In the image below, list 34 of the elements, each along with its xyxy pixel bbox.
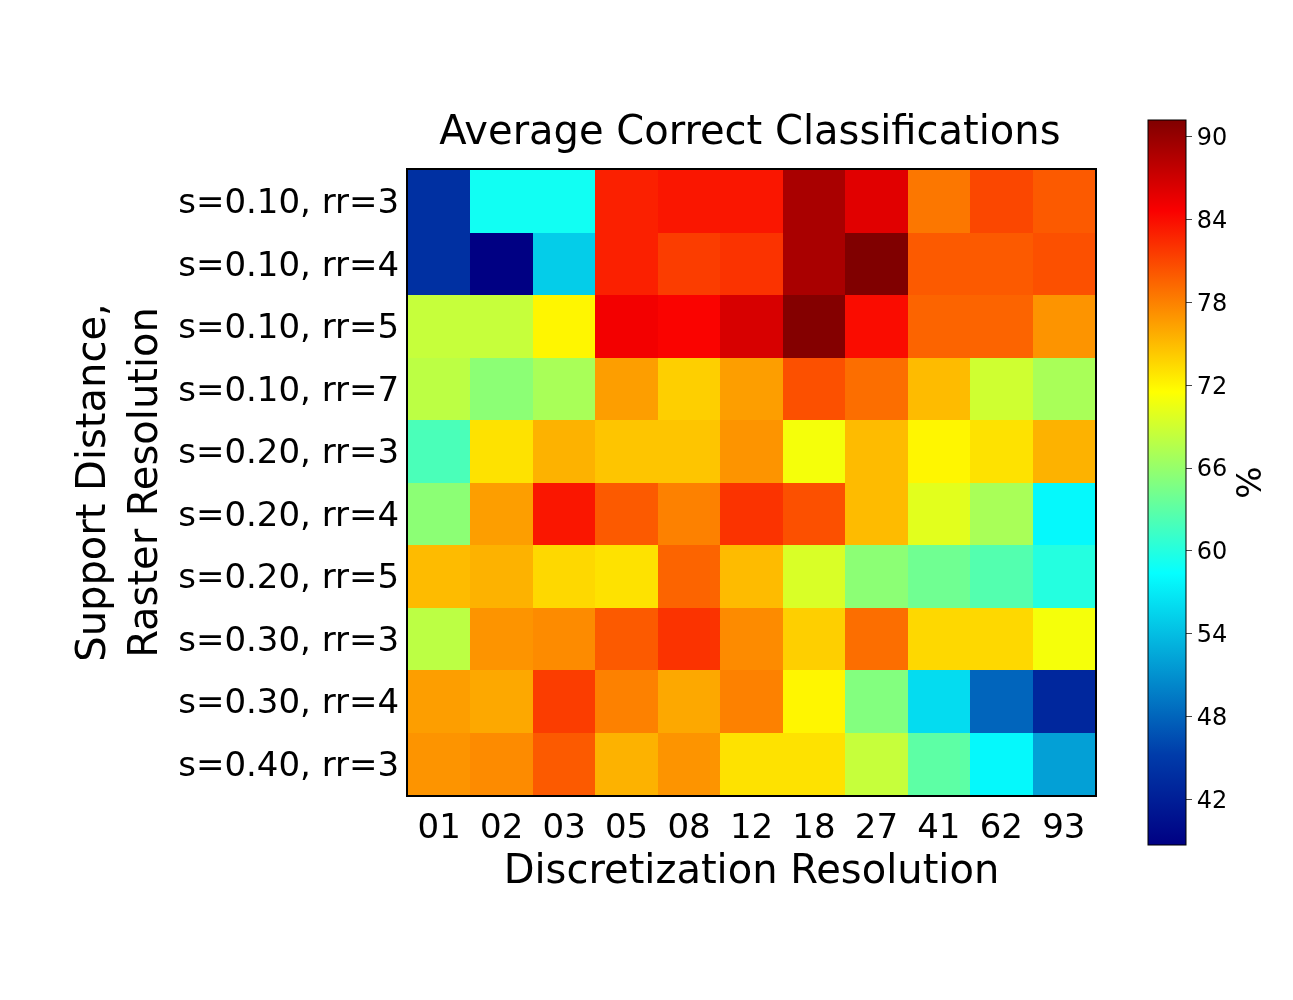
y-tick-label: s=0.40, rr=3 [178,743,400,784]
y-tick-label: s=0.10, rr=4 [178,243,400,284]
y-tick-label: s=0.20, rr=5 [178,556,400,597]
y-tick-label: s=0.20, rr=3 [178,431,400,472]
x-tick-label: 12 [729,805,774,846]
y-tick-label: s=0.10, rr=5 [178,306,400,347]
x-tick-label: 93 [1042,805,1086,846]
y-tick-label: s=0.20, rr=4 [178,493,400,534]
color-bar-title: % [1229,466,1270,499]
y-tick-label: s=0.30, rr=3 [178,618,400,659]
color-bar-label: 84 [1196,205,1228,234]
color-bar-label: 66 [1196,454,1228,483]
x-tick-label: 18 [792,805,836,846]
y-axis-title: Support Distance, Raster Resolution [68,303,167,662]
color-bar-label: 42 [1196,785,1228,814]
x-tick-label: 01 [417,805,461,846]
x-tick-label: 27 [854,805,899,846]
x-axis-title: Discretization Resolution [503,845,1000,892]
y-tick-label: s=0.30, rr=4 [178,681,400,722]
chart-title: Average Correct Classifications [439,107,1061,153]
x-tick-label: 02 [480,805,524,846]
color-bar-label: 78 [1196,288,1228,317]
x-tick-label: 03 [542,805,586,846]
color-bar-label: 90 [1196,122,1228,151]
y-tick-label: s=0.10, rr=7 [178,368,400,409]
color-bar-label: 60 [1196,537,1228,566]
x-tick-label: 62 [979,805,1023,846]
x-tick-label: 08 [667,805,711,846]
color-bar-label: 54 [1196,620,1228,649]
color-bar-label: 72 [1196,371,1228,400]
y-tick-label: s=0.10, rr=3 [178,181,400,222]
x-tick-label: 05 [604,805,649,846]
x-tick-label: 41 [917,805,961,846]
color-bar-label: 48 [1196,702,1228,731]
